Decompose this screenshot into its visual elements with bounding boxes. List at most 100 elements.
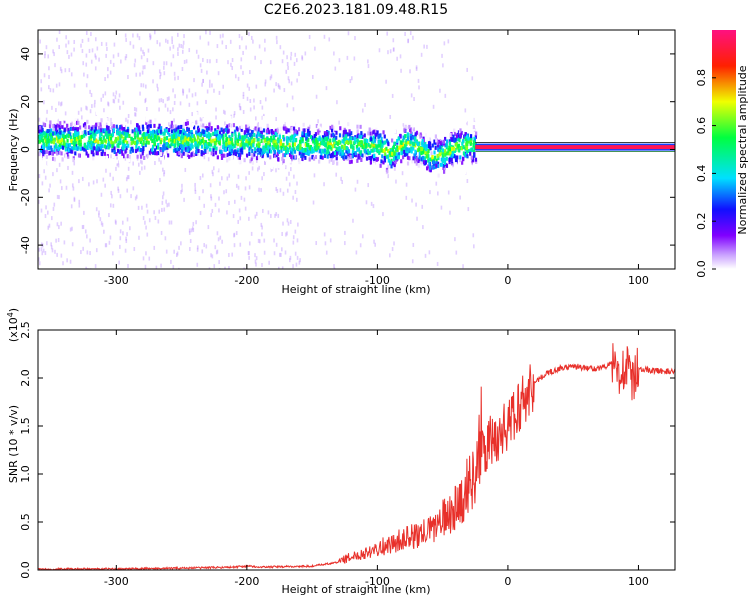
spectrogram-band-cell xyxy=(474,157,478,162)
spectrogram-noise-cell xyxy=(134,58,137,63)
spectrogram-band-cell xyxy=(240,127,243,132)
spectrogram-band-cell xyxy=(163,139,166,144)
spectrogram-noise-cell xyxy=(114,95,117,100)
spectrogram-noise-cell xyxy=(301,56,304,61)
spectrogram-noise-cell xyxy=(196,101,199,106)
spectrogram-band-cell xyxy=(309,147,312,152)
spectrogram-noise-cell xyxy=(275,82,277,87)
spectrogram-noise-cell xyxy=(112,98,115,103)
snr-y-ticks: 0.00.51.01.52.02.5 xyxy=(19,321,675,579)
spectrogram-band-cell xyxy=(454,142,457,147)
spectrogram-band-cell xyxy=(219,135,222,140)
spectrogram-band-cell xyxy=(245,128,248,133)
spectrogram-band-cell xyxy=(226,153,229,158)
spectrogram-band-cell xyxy=(244,134,247,139)
spectrogram-band-cell xyxy=(171,124,174,129)
spectrogram-noise-cell xyxy=(139,159,142,164)
spectrogram-noise-cell xyxy=(127,175,130,180)
spectrogram-band-cell xyxy=(342,133,345,138)
spectrogram-band-cell xyxy=(193,117,196,122)
spectrogram-noise-cell xyxy=(85,266,87,269)
spectrogram-noise-cell xyxy=(387,50,389,55)
spectrogram-band-cell xyxy=(388,151,391,156)
spectrogram-band-cell xyxy=(145,115,148,120)
spectrogram-noise-cell xyxy=(41,181,44,186)
spectrogram-band-cell xyxy=(341,165,345,170)
spectrogram-band-cell xyxy=(198,138,201,143)
spectrogram-band-cell xyxy=(426,154,429,159)
spectrogram-band-cell xyxy=(161,157,165,162)
spectrogram-band-cell xyxy=(139,130,142,135)
spectrogram-noise-cell xyxy=(56,222,59,227)
spectrogram-band-cell xyxy=(90,137,93,142)
spectrogram-noise-cell xyxy=(228,266,230,269)
spectrogram-band-cell xyxy=(330,164,333,169)
spectrogram-band-cell xyxy=(318,149,321,154)
spectrogram-noise-cell xyxy=(158,157,160,162)
spectrogram-noise-cell xyxy=(60,102,62,107)
spectrogram-noise-cell xyxy=(287,221,290,226)
spectrogram-noise-cell xyxy=(110,154,112,159)
spectrogram-noise-cell xyxy=(55,238,57,243)
spectrogram-noise-cell xyxy=(238,45,241,50)
spectrogram-noise-cell xyxy=(174,94,176,99)
spectrogram-band-cell xyxy=(426,170,429,175)
spectrogram-band-cell xyxy=(346,132,349,137)
spectrogram-band-cell xyxy=(133,166,136,171)
spectrogram-noise-cell xyxy=(238,208,241,213)
spectrogram-band-cell xyxy=(459,133,462,138)
spectrogram-band-cell xyxy=(87,153,90,158)
spectrogram-band-cell xyxy=(291,151,294,156)
spectrogram-band-cell xyxy=(350,159,353,164)
spectrogram-noise-cell xyxy=(292,235,295,240)
spectrogram-band-cell xyxy=(329,138,332,143)
spectrogram-band-cell xyxy=(130,136,133,141)
spectrogram-band-cell xyxy=(112,154,115,159)
spectrogram-band-cell xyxy=(267,121,270,126)
spectrogram-band-cell xyxy=(443,126,446,131)
spectrogram-band-cell xyxy=(461,139,465,144)
x-tick-label: 100 xyxy=(628,274,649,287)
spectrogram-band-cell xyxy=(359,152,363,157)
spectrogram-noise-cell xyxy=(216,44,219,49)
spectrogram-band-cell xyxy=(452,134,455,139)
spectrogram-band-cell xyxy=(40,133,44,138)
spectrogram-band-cell xyxy=(170,142,173,147)
spectrogram-band-cell xyxy=(292,147,296,152)
spectrogram-band-cell xyxy=(49,136,53,141)
spectrogram-band-cell xyxy=(383,147,387,152)
spectrogram-noise-cell xyxy=(60,221,62,226)
spectrogram-band-cell xyxy=(335,141,338,146)
spectrogram-band-cell xyxy=(472,143,475,148)
spectrogram-band-cell xyxy=(67,148,71,153)
spectrogram-band-cell xyxy=(403,128,406,133)
spectrogram-band-cell xyxy=(464,168,467,173)
spectrogram-band-cell xyxy=(39,148,42,153)
spectrogram-noise-cell xyxy=(243,197,246,202)
spectrogram-band-cell xyxy=(191,122,194,127)
spectrogram-band-cell xyxy=(475,131,478,136)
spectrogram-band-cell xyxy=(66,133,69,138)
spectrogram-noise-cell xyxy=(246,96,249,101)
spectrogram-noise-cell xyxy=(248,170,250,175)
spectrogram-noise-cell xyxy=(299,258,301,263)
spectrogram-band-cell xyxy=(222,145,225,150)
spectrogram-band-cell xyxy=(400,151,403,156)
spectrogram-noise-cell xyxy=(128,128,130,133)
spectrogram-band-cell xyxy=(340,161,343,166)
spectrogram-noise-cell xyxy=(473,117,476,122)
spectrogram-band-cell xyxy=(239,152,242,157)
spectrogram-noise-cell xyxy=(354,36,356,41)
spectrogram-band-cell xyxy=(276,142,279,147)
spectrogram-band-cell xyxy=(228,135,231,140)
spectrogram-band-cell xyxy=(136,140,139,145)
spectrogram-noise-cell xyxy=(325,250,328,255)
spectrogram-band-cell xyxy=(382,166,386,171)
spectrogram-band-cell xyxy=(270,165,274,170)
spectrogram-band-cell xyxy=(47,136,50,141)
spectrogram-band-cell xyxy=(285,149,288,154)
spectrogram-noise-cell xyxy=(159,72,162,77)
spectrogram-noise-cell xyxy=(52,49,54,54)
spectrogram-noise-cell xyxy=(258,187,260,192)
spectrogram-band-cell xyxy=(264,157,268,162)
